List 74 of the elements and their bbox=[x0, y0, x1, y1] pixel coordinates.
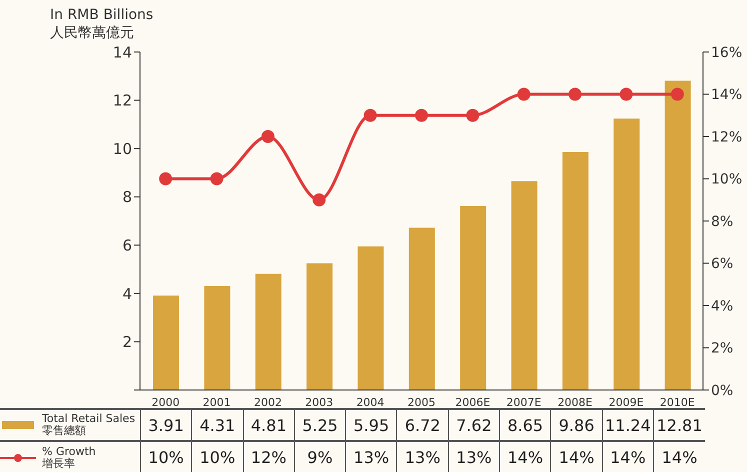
y-tick-label: 2 bbox=[122, 333, 132, 352]
x-tick-label: 2003 bbox=[305, 396, 334, 409]
point bbox=[159, 172, 172, 186]
point bbox=[620, 88, 633, 101]
y2-tick-label: 10% bbox=[711, 172, 742, 188]
data-label: 9% bbox=[294, 441, 346, 472]
point bbox=[415, 108, 428, 122]
point bbox=[670, 88, 684, 101]
y-tick-label: 14 bbox=[112, 43, 132, 62]
x-tick-label: 2010E bbox=[660, 396, 695, 409]
data-label: 3.91 bbox=[140, 409, 192, 441]
bar bbox=[153, 296, 179, 390]
data-label: 14% bbox=[550, 441, 602, 472]
point bbox=[364, 108, 377, 122]
point bbox=[466, 108, 480, 122]
point bbox=[517, 88, 530, 101]
y2-tick-label: 6% bbox=[711, 256, 734, 272]
bar bbox=[306, 263, 333, 390]
y2-tick-label: 14% bbox=[711, 87, 742, 104]
x-tick-label: 2002 bbox=[254, 396, 282, 409]
data-label: 10% bbox=[192, 441, 244, 472]
x-tick-label: 2007E bbox=[506, 396, 542, 409]
data-label: 6.72 bbox=[396, 409, 448, 441]
data-label: 7.62 bbox=[448, 409, 500, 441]
x-tick-label: 2006E bbox=[455, 396, 490, 409]
data-label: 4.31 bbox=[192, 409, 244, 441]
x-tick-label: 2000 bbox=[152, 396, 180, 409]
data-label: 14% bbox=[500, 441, 551, 472]
x-tick-label: 2008E bbox=[558, 396, 593, 409]
y-tick-label: 4 bbox=[122, 284, 132, 303]
y2-tick-label: 16% bbox=[711, 44, 742, 61]
data-label: 14% bbox=[654, 441, 705, 472]
data-label: 5.25 bbox=[294, 409, 346, 441]
bar bbox=[255, 274, 282, 390]
y-axis-title: In RMB Billions 人民幣萬億元 bbox=[50, 6, 154, 42]
bar bbox=[511, 181, 538, 390]
point bbox=[568, 88, 582, 101]
point bbox=[210, 172, 224, 186]
data-label: 12% bbox=[243, 441, 294, 472]
bar bbox=[358, 246, 384, 390]
y2-tick-label: 2% bbox=[711, 340, 734, 357]
bar bbox=[204, 286, 230, 390]
point bbox=[261, 130, 274, 143]
x-tick-label: 2001 bbox=[202, 396, 231, 409]
y-tick-label: 12 bbox=[112, 92, 132, 110]
y-tick-label: 10 bbox=[112, 140, 132, 158]
data-label: 5.95 bbox=[346, 409, 397, 441]
data-label: 14% bbox=[602, 441, 654, 472]
x-tick-label: 2009E bbox=[608, 396, 644, 409]
data-label: 12.81 bbox=[654, 409, 705, 441]
y2-tick-label: 0% bbox=[711, 382, 734, 399]
bar bbox=[614, 118, 640, 390]
data-label: 13% bbox=[396, 441, 448, 472]
data-label: 4.81 bbox=[243, 409, 294, 441]
y-tick-label: 8 bbox=[122, 188, 132, 206]
point bbox=[312, 193, 326, 206]
data-label: 9.86 bbox=[550, 409, 602, 441]
data-label: 13% bbox=[346, 441, 397, 472]
data-label: 10% bbox=[140, 441, 192, 472]
legend-label: Total Retail Sales 零售總額 bbox=[42, 412, 136, 437]
y2-tick-label: 12% bbox=[711, 129, 742, 146]
data-label: 13% bbox=[448, 441, 500, 472]
x-tick-label: 2004 bbox=[356, 396, 384, 409]
bar bbox=[664, 80, 691, 390]
legend-label: % Growth 增長率 bbox=[42, 444, 96, 470]
y-tick-label: 6 bbox=[122, 236, 132, 254]
bar bbox=[408, 228, 435, 390]
data-label: 11.24 bbox=[602, 409, 654, 441]
bar bbox=[460, 206, 486, 390]
y2-tick-label: 4% bbox=[711, 298, 734, 314]
data-label: 8.65 bbox=[500, 409, 551, 441]
bar bbox=[562, 152, 588, 390]
y2-tick-label: 8% bbox=[711, 214, 734, 230]
x-tick-label: 2005 bbox=[408, 396, 436, 409]
